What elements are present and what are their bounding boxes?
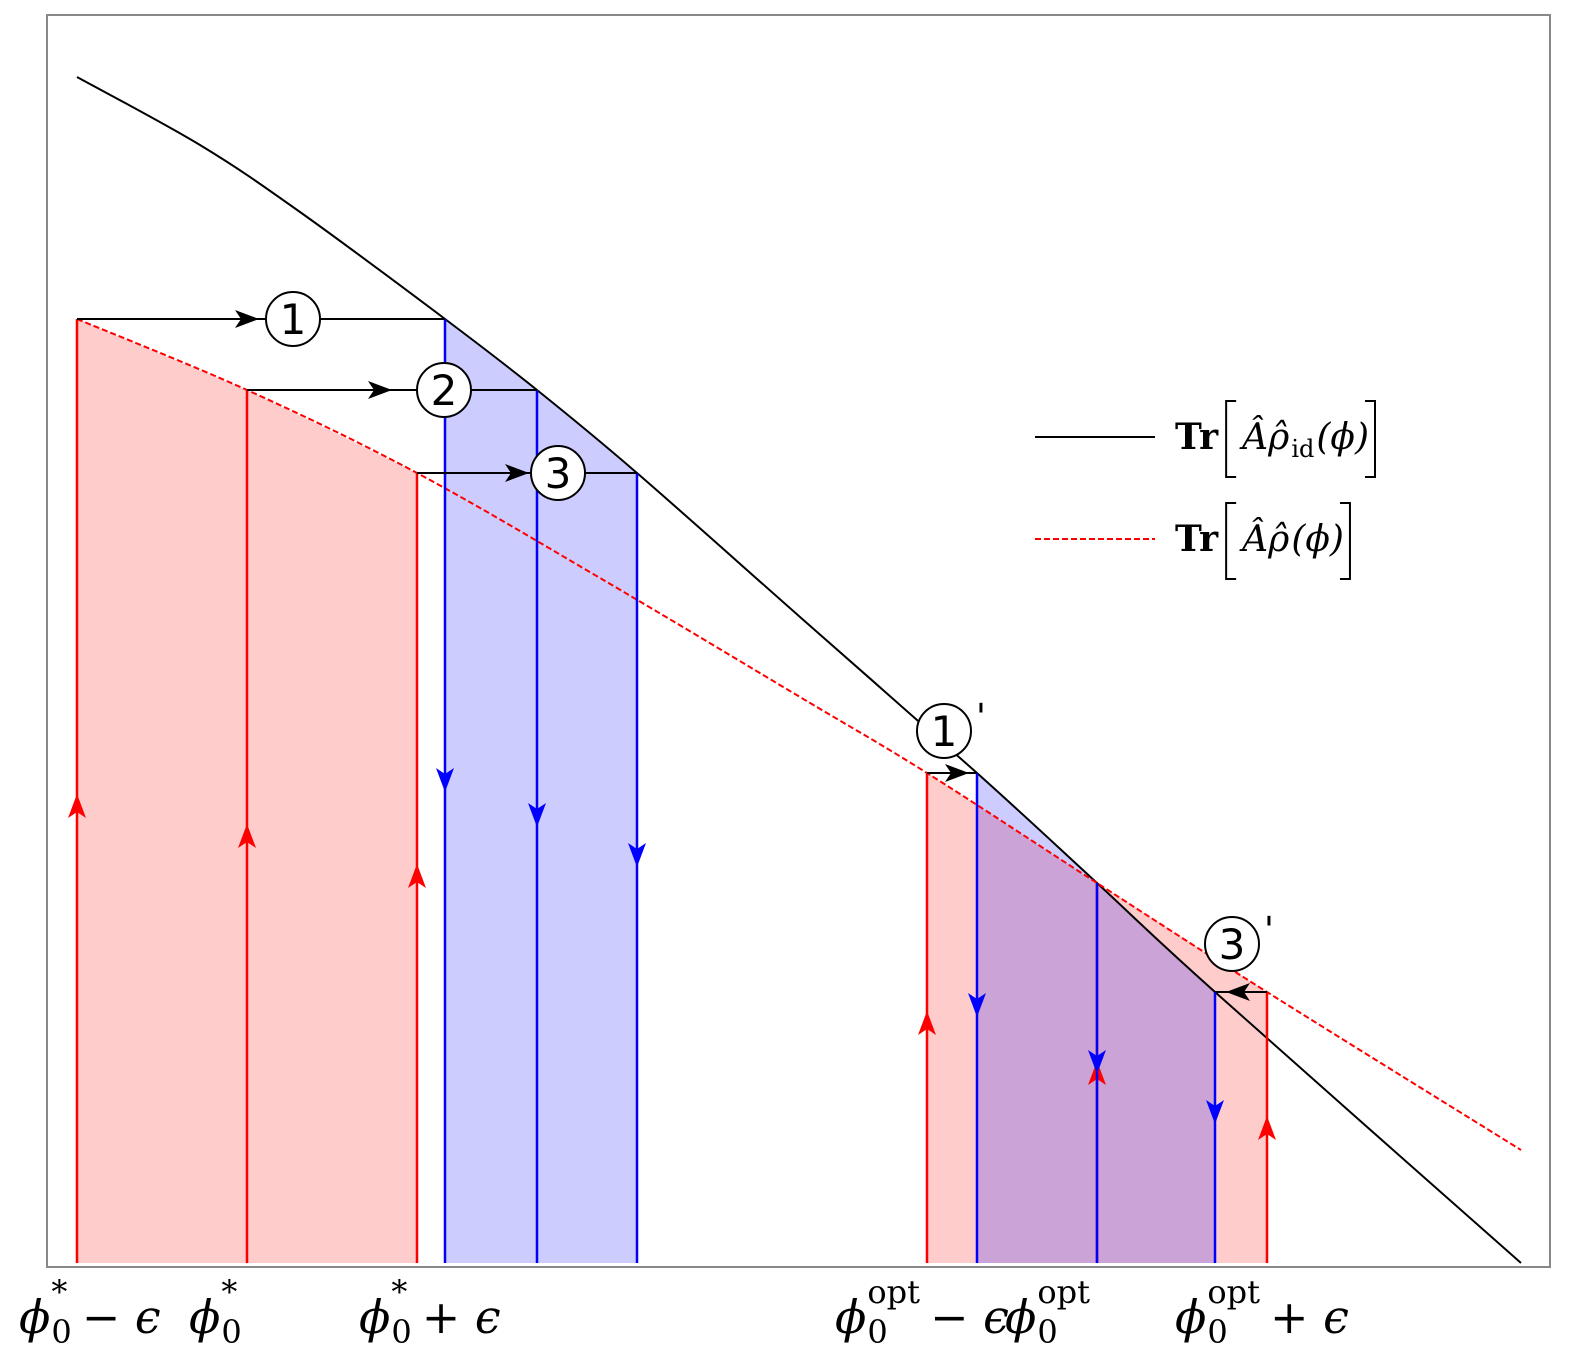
shaded-region — [445, 319, 637, 1263]
x-label-subscript: 0 — [221, 1313, 241, 1351]
arrowhead — [528, 803, 546, 827]
marker-circle — [916, 703, 972, 759]
x-label-suffix: + ϵ — [1270, 1290, 1349, 1344]
arrowhead — [968, 993, 986, 1017]
marker-label: 3 — [545, 449, 572, 498]
marker-prime: ' — [1264, 910, 1274, 951]
bracket — [1225, 400, 1237, 478]
arrowhead — [505, 464, 529, 482]
marker-prime: ' — [976, 697, 986, 738]
legend-operator: Tr — [1175, 518, 1219, 560]
arrowhead — [1226, 983, 1250, 1001]
arrowhead — [918, 1011, 936, 1035]
x-label-symbol: ϕ — [1175, 1290, 1206, 1344]
x-label-superscript: * — [391, 1273, 407, 1311]
legend-argument: (ϕ) — [1316, 417, 1369, 458]
x-label-suffix: − ϵ — [82, 1290, 161, 1344]
bracket — [1365, 400, 1376, 478]
x-label-superscript: opt — [1207, 1273, 1260, 1311]
legend-body: Âρ̂ — [1239, 416, 1289, 458]
arrowhead — [1206, 1100, 1224, 1124]
marker-label: 2 — [431, 366, 458, 415]
marker-label: 1 — [280, 295, 307, 344]
x-label-suffix: − ϵ — [930, 1290, 1009, 1344]
arrowhead — [235, 310, 259, 328]
real-curve — [76, 318, 1522, 1151]
x-label-subscript: 0 — [1037, 1313, 1057, 1351]
arrowhead — [408, 864, 426, 888]
arrowhead — [1088, 1050, 1106, 1074]
legend-argument: (ϕ) — [1291, 519, 1344, 560]
arrowhead — [945, 764, 969, 782]
arrowhead — [238, 824, 256, 848]
legend-body: Âρ̂ — [1239, 518, 1289, 560]
x-label-superscript: opt — [1037, 1273, 1090, 1311]
x-label-symbol: ϕ — [835, 1290, 866, 1344]
legend-operator: Tr — [1175, 416, 1219, 458]
x-label-suffix: + ϵ — [422, 1290, 501, 1344]
x-label-subscript: 0 — [391, 1313, 411, 1351]
x-label-symbol: ϕ — [1005, 1290, 1036, 1344]
x-label-symbol: ϕ — [359, 1290, 390, 1344]
x-label-superscript: opt — [867, 1273, 920, 1311]
arrowhead — [368, 381, 392, 399]
bracket — [1225, 502, 1237, 580]
arrowhead — [1258, 1116, 1276, 1140]
x-label-subscript: 0 — [867, 1313, 887, 1351]
ideal-curve — [76, 76, 1522, 1264]
arrowhead — [436, 768, 454, 792]
marker-circle — [530, 445, 586, 501]
x-label-superscript: * — [51, 1273, 67, 1311]
marker-circle — [1204, 916, 1260, 972]
x-label-subscript: 0 — [1207, 1313, 1227, 1351]
arrowhead — [628, 843, 646, 867]
marker-label: 1 — [931, 707, 958, 756]
marker-circle — [265, 291, 321, 347]
x-label-subscript: 0 — [51, 1313, 71, 1351]
frame — [46, 14, 1551, 1268]
x-label-superscript: * — [221, 1273, 237, 1311]
x-label-symbol: ϕ — [19, 1290, 50, 1344]
x-label-symbol: ϕ — [189, 1290, 220, 1344]
legend-subscript: id — [1291, 435, 1314, 463]
marker-label: 3 — [1219, 920, 1246, 969]
bracket — [1339, 502, 1351, 580]
arrowhead — [68, 794, 86, 818]
marker-circle — [416, 362, 472, 418]
